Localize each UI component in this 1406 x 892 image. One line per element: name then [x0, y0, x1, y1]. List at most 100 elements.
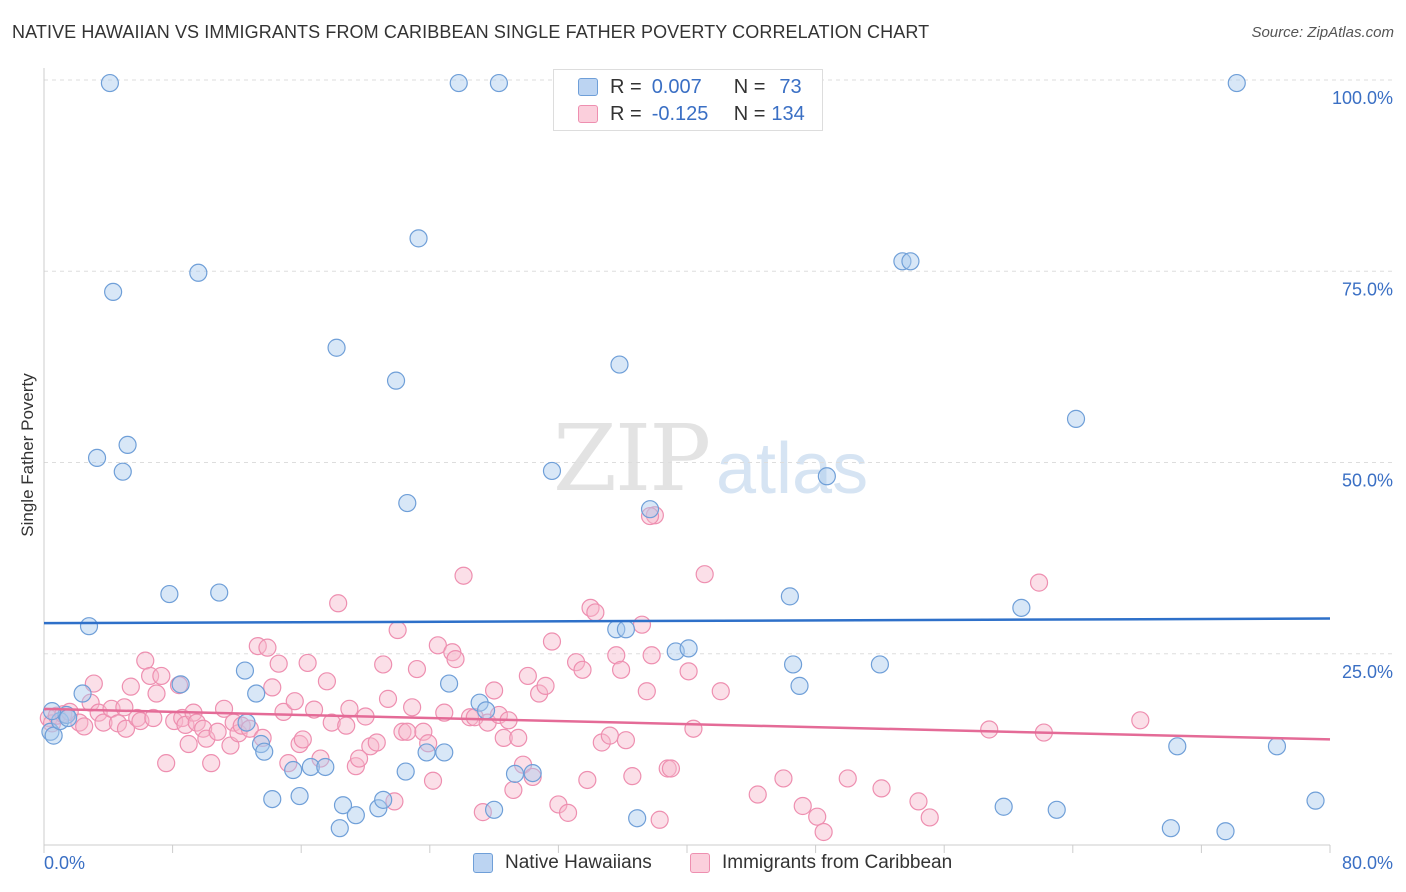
caribbean-point — [494, 728, 513, 748]
native-hawaiian-point — [780, 587, 799, 606]
native-hawaiian-point — [263, 789, 282, 809]
native-hawaiian-point — [59, 708, 78, 728]
native-hawaiian-point — [386, 371, 406, 390]
native-hawaiian-point — [235, 661, 255, 680]
native-hawaiian-point — [284, 760, 303, 780]
native-hawaiian-point — [817, 467, 836, 486]
caribbean-point — [152, 666, 171, 686]
caribbean-point — [337, 716, 356, 735]
series-legend-label: Immigrants from Caribbean — [722, 852, 953, 873]
caribbean-point — [194, 719, 213, 738]
caribbean-point — [578, 770, 597, 790]
caribbean-point — [367, 733, 386, 752]
native-hawaiian-point — [118, 435, 137, 455]
caribbean-point — [793, 796, 812, 816]
native-hawaiian-point — [247, 684, 266, 703]
caribbean-point — [197, 729, 216, 748]
native-hawaiian-point — [790, 676, 809, 695]
caribbean-point — [1029, 573, 1049, 592]
caribbean-point — [607, 646, 626, 665]
native-hawaiian-trendline — [43, 617, 1331, 625]
legend-r-label: R = — [610, 75, 642, 98]
series-legend-caribbean: Immigrants from Caribbean — [690, 852, 952, 874]
caribbean-point — [695, 565, 714, 584]
native-hawaiian-point — [316, 757, 335, 777]
caribbean-point — [349, 749, 369, 768]
native-hawaiian-point — [449, 73, 468, 93]
caribbean-point — [637, 682, 656, 701]
legend-swatch-pink — [578, 105, 598, 123]
caribbean-point — [679, 662, 698, 681]
caribbean-point — [208, 722, 227, 741]
native-hawaiian-point — [783, 655, 803, 674]
caribbean-point — [711, 682, 730, 701]
native-hawaiian-point — [42, 702, 62, 721]
native-hawaiian-point — [1012, 598, 1031, 617]
native-hawaiian-point — [189, 263, 208, 282]
caribbean-point — [403, 698, 422, 717]
legend-r-value: -0.125 — [651, 102, 709, 125]
native-hawaiian-point — [374, 790, 393, 809]
watermark-atlas: atlas — [716, 429, 869, 509]
native-hawaiian-point — [113, 462, 132, 481]
caribbean-point — [454, 566, 473, 585]
caribbean-point — [684, 719, 703, 738]
caribbean-point — [616, 731, 636, 750]
native-hawaiian-point — [1216, 822, 1235, 841]
native-hawaiian-point — [409, 229, 428, 248]
y-tick-label: 100.0% — [1332, 88, 1393, 108]
native-hawaiian-point — [1227, 73, 1246, 93]
chart-title: NATIVE HAWAIIAN VS IMMIGRANTS FROM CARIB… — [12, 22, 930, 42]
native-hawaiian-point — [489, 73, 509, 93]
caribbean-point — [485, 681, 504, 700]
caribbean-point — [317, 672, 337, 691]
caribbean-point — [509, 728, 528, 748]
native-hawaiian-point — [100, 73, 120, 93]
caribbean-point — [263, 678, 282, 697]
native-hawaiian-point — [160, 584, 179, 604]
native-hawaiian-point — [628, 809, 647, 828]
caribbean-point — [258, 638, 277, 657]
legend-r-label: R = — [610, 102, 642, 125]
native-hawaiian-point — [994, 797, 1013, 816]
native-hawaiian-point — [485, 800, 504, 819]
caribbean-point — [116, 719, 136, 738]
caribbean-point — [329, 594, 348, 613]
caribbean-point — [423, 771, 443, 790]
caribbean-point — [157, 754, 176, 773]
native-hawaiian-point — [523, 763, 542, 783]
native-hawaiian-point — [237, 713, 256, 732]
caribbean-point — [872, 779, 891, 798]
caribbean-point — [393, 722, 412, 741]
caribbean-point — [611, 660, 631, 679]
native-hawaiian-point — [610, 355, 629, 374]
caribbean-trendline — [43, 707, 1331, 741]
caribbean-point — [573, 660, 592, 679]
y-tick-label: 50.0% — [1342, 471, 1393, 491]
native-hawaiian-point — [901, 252, 920, 271]
caribbean-point — [128, 708, 147, 728]
caribbean-point — [293, 730, 312, 749]
caribbean-point — [94, 713, 113, 732]
caribbean-point — [75, 717, 94, 736]
caribbean-point — [473, 803, 492, 822]
caribbean-point — [642, 646, 661, 665]
legend-n-label: N = — [733, 75, 766, 98]
native-hawaiian-point — [333, 796, 353, 815]
caribbean-point — [407, 659, 427, 679]
caribbean-point — [460, 708, 480, 727]
native-hawaiian-point — [616, 620, 636, 639]
native-hawaiian-point — [870, 655, 890, 674]
caribbean-point — [623, 767, 642, 786]
native-hawaiian-point — [679, 639, 698, 658]
caribbean-point — [645, 506, 664, 525]
native-hawaiian-point — [1047, 800, 1066, 819]
legend-swatch-blue — [578, 78, 598, 96]
caribbean-point — [269, 654, 288, 673]
caribbean-point — [523, 767, 542, 787]
caribbean-point — [748, 785, 767, 804]
caribbean-point — [980, 720, 999, 739]
native-hawaiian-point — [104, 282, 123, 302]
native-hawaiian-point — [435, 743, 454, 762]
